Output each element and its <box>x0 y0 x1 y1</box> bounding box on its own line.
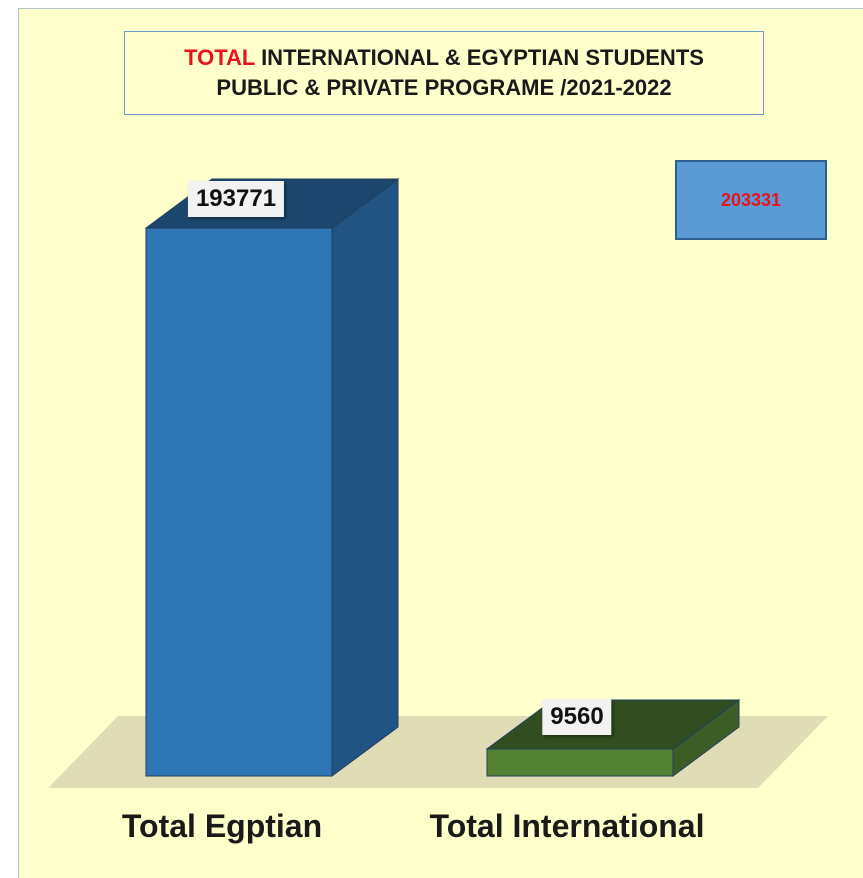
chart-title: TOTAL INTERNATIONAL & EGYPTIAN STUDENTS <box>184 43 704 73</box>
data-label-international: 9560 <box>542 698 612 735</box>
grand-total-box: 203331 <box>675 160 827 240</box>
data-label-egyptian: 193771 <box>187 181 285 217</box>
chart-title-accent: TOTAL <box>184 45 255 70</box>
bar-egyptian-front <box>145 227 333 777</box>
chart-title-rest: INTERNATIONAL & EGYPTIAN STUDENTS <box>254 45 704 70</box>
bar-egyptian-side <box>331 178 399 777</box>
bar-international-front <box>486 748 674 777</box>
chart-subtitle: PUBLIC & PRIVATE PROGRAME /2021-2022 <box>216 75 672 100</box>
x-tick-label-international: Total International <box>429 808 705 844</box>
chart-title-box: TOTAL INTERNATIONAL & EGYPTIAN STUDENTS … <box>124 31 764 115</box>
x-tick-label-egyptian: Total Egptian <box>121 808 323 844</box>
grand-total-value: 203331 <box>720 189 782 210</box>
